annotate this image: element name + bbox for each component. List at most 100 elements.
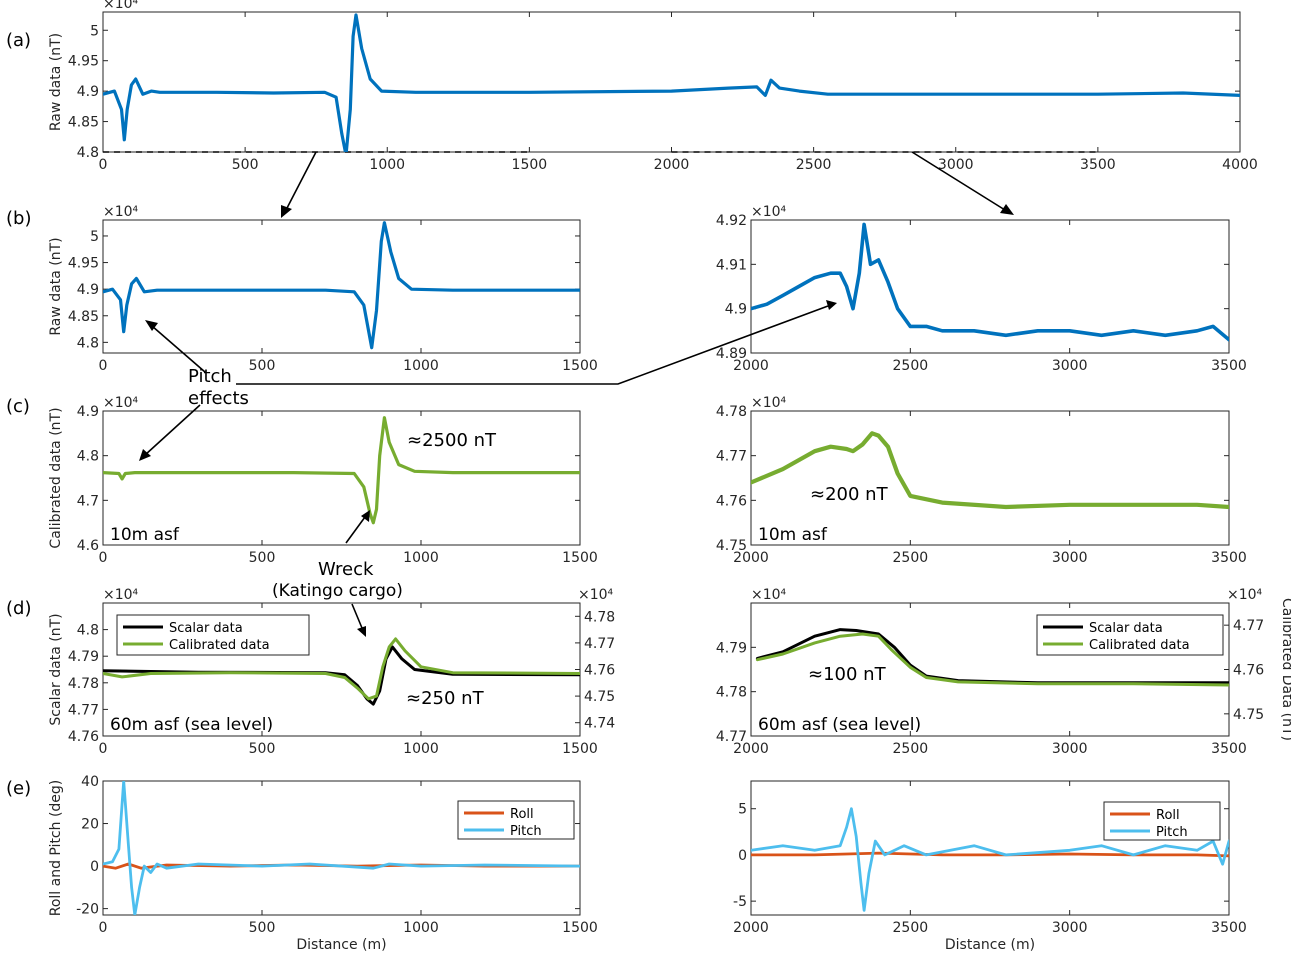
legend-label: Scalar data [1089, 621, 1163, 636]
y-right-tick-label: 4.77 [1233, 618, 1264, 634]
y-tick-label: 4.95 [68, 54, 99, 70]
y-tick-label: 4.76 [716, 493, 747, 509]
y-tick-label: 5 [90, 23, 99, 39]
y-tick-label: 4.78 [716, 404, 747, 420]
panel-label-b: (b) [6, 208, 31, 229]
y-tick-label: 4.7 [77, 493, 99, 509]
asf-label-d-right: 60m asf (sea level) [758, 715, 921, 735]
y-tick-label: 4.75 [716, 538, 747, 554]
y-tick-label: 5 [90, 229, 99, 245]
chart-b-left: 0 500 1000 1500 4.8 4.85 4.9 4.95 5×10⁴ Raw data … [48, 204, 598, 374]
legend-label: Roll [510, 807, 534, 822]
x-tick-label: 500 [232, 157, 259, 173]
y-tick-label: 20 [81, 817, 99, 833]
y-tick-label: 4.9 [77, 84, 99, 100]
panel-label-d: (d) [6, 598, 31, 619]
y-right-exponent-label: ×10⁴ [1227, 587, 1263, 603]
x-tick-label: 0 [99, 920, 108, 936]
y-tick-label: 0 [90, 859, 99, 875]
series-line-calibrated [751, 431, 1229, 510]
x-tick-label: 3000 [938, 157, 974, 173]
x-tick-label: 500 [249, 358, 276, 374]
axes-box [102, 219, 581, 354]
x-tick-label: 2500 [893, 741, 929, 757]
x-tick-label: 500 [249, 741, 276, 757]
panel-label-c: (c) [6, 396, 30, 417]
asf-label-d-left: 60m asf (sea level) [110, 715, 273, 735]
y-tick-label: 4.79 [716, 640, 747, 656]
x-tick-label: 3000 [1052, 920, 1088, 936]
x-tick-label: 3000 [1052, 741, 1088, 757]
x-tick-label: 0 [99, 550, 108, 566]
y-right-tick-label: 4.75 [584, 689, 615, 705]
series-line-pitch [751, 807, 1229, 912]
y-exponent-label: ×10⁴ [103, 587, 139, 603]
amplitude-c-left: ≈2500 nT [407, 430, 497, 451]
y-tick-label: 4.79 [68, 649, 99, 665]
y-tick-label: 4.8 [77, 335, 99, 351]
x-tick-label: 1000 [403, 358, 439, 374]
y-tick-label: 4.77 [716, 449, 747, 465]
pitch-effects-label-line2: effects [188, 388, 249, 409]
axes-box [102, 780, 581, 916]
chart-b-right: 2000 2500 3000 3500 4.89 4.9 4.91 4.92×10⁴ [716, 204, 1247, 374]
x-tick-label: 1000 [403, 920, 439, 936]
series-line-roll [751, 851, 1229, 858]
y-tick-label: 0 [738, 848, 747, 864]
asf-label-c-left: 10m asf [110, 525, 180, 545]
x-tick-label: 1500 [562, 550, 598, 566]
y-tick-label: 4.8 [77, 623, 99, 639]
y-exponent-label: ×10⁴ [751, 395, 787, 411]
x-tick-label: 3000 [1052, 358, 1088, 374]
chart-d-left: 0 500 1000 1500 4.76 4.77 4.78 4.79 4.8 4.74 4.75 4… [48, 587, 615, 757]
x-axis-label: Distance (m) [296, 937, 386, 953]
y-exponent-label: ×10⁴ [751, 204, 787, 220]
y-right-exponent-label: ×10⁴ [578, 587, 614, 603]
axes-box [102, 11, 1241, 153]
y-tick-label: 4.95 [68, 256, 99, 272]
y-tick-label: 4.6 [77, 538, 99, 554]
y-tick-label: 4.9 [77, 282, 99, 298]
y-axis-label: Scalar data (nT) [48, 613, 64, 725]
x-tick-label: 0 [99, 358, 108, 374]
x-tick-label: 3000 [1052, 550, 1088, 566]
y-exponent-label: ×10⁴ [751, 587, 787, 603]
y-axis-label: Calibrated data (nT) [48, 407, 64, 548]
x-tick-label: 2000 [733, 741, 769, 757]
series-line-calibrated-data [755, 632, 1229, 687]
y-right-tick-label: 4.76 [584, 663, 615, 679]
y-tick-label: 4.85 [68, 309, 99, 325]
x-tick-label: 1000 [403, 741, 439, 757]
legend-label: Calibrated data [1089, 638, 1190, 653]
pitch-effects-label-line1: Pitch [188, 366, 232, 387]
amplitude-d-left: ≈250 nT [406, 688, 485, 709]
x-tick-label: 500 [249, 550, 276, 566]
panel-label-e: (e) [6, 778, 31, 799]
chart-c-left: 0 500 1000 1500 4.6 4.7 4.8 4.9×10⁴ Calibrated d… [48, 395, 598, 566]
x-tick-label: 2500 [893, 550, 929, 566]
y-tick-label: 4.9 [725, 302, 747, 318]
legend-label: Calibrated data [169, 638, 270, 653]
y-right-tick-label: 4.75 [1233, 707, 1264, 723]
x-tick-label: 2000 [733, 920, 769, 936]
x-tick-label: 2500 [893, 358, 929, 374]
x-tick-label: 4000 [1222, 157, 1258, 173]
x-tick-label: 3500 [1211, 920, 1247, 936]
axes-box [750, 410, 1230, 546]
y-tick-label: 4.85 [68, 115, 99, 131]
asf-label-c-right: 10m asf [758, 525, 828, 545]
wreck-label-line2: (Katingo cargo) [272, 581, 403, 601]
y-axis-label: Calibrated Data (nT) [1279, 598, 1291, 741]
x-tick-label: 2500 [796, 157, 832, 173]
wreck-label-line1: Wreck [318, 559, 374, 580]
axes-box [102, 410, 581, 546]
legend-box [116, 614, 310, 656]
chart-d-right: 2000 2500 3000 3500 4.77 4.78 4.79 4.75 4.76 4.77… [716, 587, 1291, 757]
y-tick-label: 4.91 [716, 257, 747, 273]
series-line-pitch [103, 781, 580, 915]
y-tick-label: 4.8 [77, 145, 99, 161]
series-line-raw [103, 221, 580, 350]
legend-label: Pitch [1156, 825, 1188, 840]
series-line-raw [751, 222, 1229, 342]
